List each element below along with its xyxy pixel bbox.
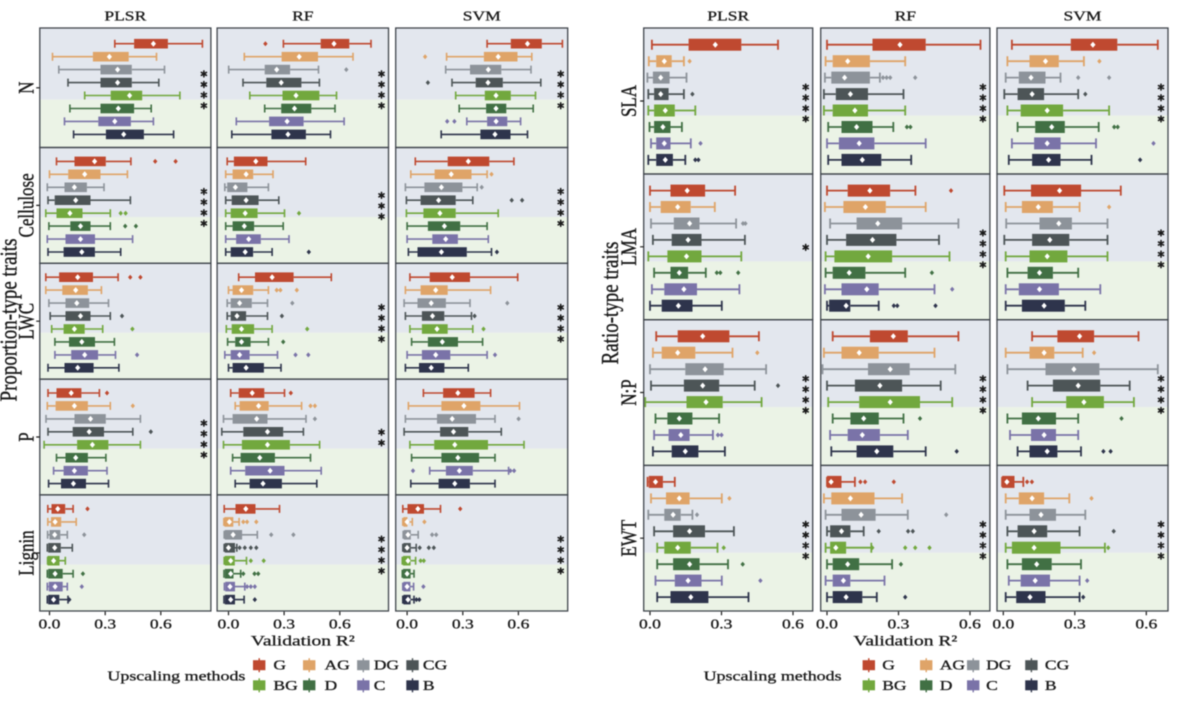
svg-text:N: N <box>14 82 39 94</box>
svg-text:P: P <box>14 432 39 441</box>
svg-text:Proportion-type traits: Proportion-type traits <box>0 239 22 402</box>
svg-text:AG: AG <box>325 658 350 673</box>
svg-text:SVM: SVM <box>1063 9 1101 24</box>
svg-text:D: D <box>325 679 338 694</box>
svg-text:B: B <box>1045 679 1057 694</box>
svg-text:0.3: 0.3 <box>452 617 474 632</box>
svg-text:B: B <box>423 679 435 694</box>
svg-text:LWC: LWC <box>14 303 39 339</box>
svg-text:Ratio-type traits: Ratio-type traits <box>596 242 624 365</box>
svg-text:0.0: 0.0 <box>639 617 661 632</box>
svg-text:N:P: N:P <box>617 379 642 405</box>
svg-text:DG: DG <box>986 658 1011 673</box>
svg-text:0.6: 0.6 <box>329 617 351 632</box>
svg-text:CG: CG <box>423 658 447 673</box>
svg-text:BG: BG <box>882 679 906 694</box>
svg-text:D: D <box>940 679 953 694</box>
svg-text:0.3: 0.3 <box>1064 617 1086 632</box>
svg-text:0.0: 0.0 <box>218 617 240 632</box>
svg-text:Cellulose: Cellulose <box>14 173 39 237</box>
svg-text:C: C <box>986 679 998 694</box>
svg-text:SLA: SLA <box>617 84 642 117</box>
svg-text:DG: DG <box>374 658 399 673</box>
svg-text:0.3: 0.3 <box>273 617 295 632</box>
svg-text:BG: BG <box>273 679 297 694</box>
svg-text:RF: RF <box>895 9 917 24</box>
svg-text:0.3: 0.3 <box>94 617 116 632</box>
svg-text:0.3: 0.3 <box>888 617 910 632</box>
svg-text:Lignin: Lignin <box>14 530 39 575</box>
svg-text:Validation R²: Validation R² <box>853 633 957 649</box>
svg-text:0.0: 0.0 <box>816 617 838 632</box>
svg-text:0.0: 0.0 <box>992 617 1014 632</box>
svg-text:0.6: 0.6 <box>1135 617 1157 632</box>
svg-text:C: C <box>374 679 386 694</box>
svg-text:0.6: 0.6 <box>507 617 529 632</box>
svg-text:Validation R²: Validation R² <box>251 633 355 649</box>
svg-text:0.0: 0.0 <box>39 617 61 632</box>
svg-text:PLSR: PLSR <box>104 9 147 24</box>
svg-text:CG: CG <box>1045 658 1069 673</box>
svg-text:0.3: 0.3 <box>711 617 733 632</box>
svg-text:Upscaling methods: Upscaling methods <box>107 669 245 684</box>
svg-text:0.6: 0.6 <box>782 617 804 632</box>
svg-text:AG: AG <box>940 658 965 673</box>
svg-text:RF: RF <box>292 9 314 24</box>
svg-text:G: G <box>882 658 895 673</box>
svg-text:0.6: 0.6 <box>150 617 172 632</box>
svg-text:EWT: EWT <box>617 520 642 557</box>
svg-text:LMA: LMA <box>617 227 642 265</box>
svg-text:0.0: 0.0 <box>396 617 418 632</box>
svg-text:Upscaling methods: Upscaling methods <box>704 669 842 684</box>
svg-text:SVM: SVM <box>463 9 501 24</box>
svg-text:G: G <box>273 658 286 673</box>
svg-text:0.6: 0.6 <box>959 617 981 632</box>
svg-text:PLSR: PLSR <box>707 9 750 24</box>
